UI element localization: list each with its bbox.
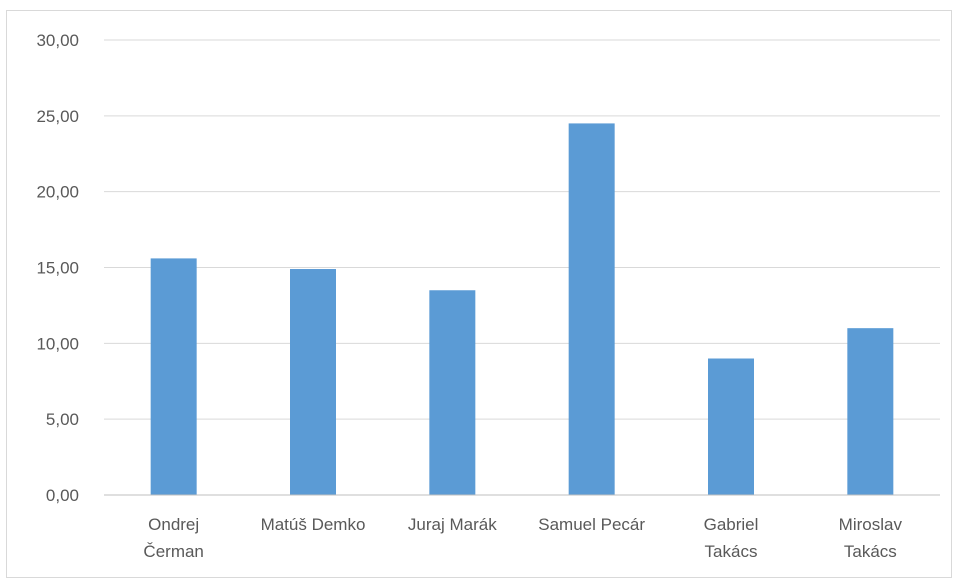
x-tick-label-line: Gabriel	[704, 515, 759, 534]
x-tick-label-line: Samuel Pecár	[538, 515, 645, 534]
x-tick-label: Ondrej Čerman	[143, 515, 203, 561]
x-tick-label-line: Matúš Demko	[261, 515, 366, 534]
x-tick-label-line: Juraj Marák	[408, 515, 497, 534]
y-tick-label: 10,00	[36, 334, 79, 353]
x-tick-label: Gabriel Takács	[704, 515, 759, 561]
bar	[847, 328, 894, 495]
x-tick-label-line: Miroslav	[839, 515, 903, 534]
y-tick-label: 30,00	[36, 31, 79, 50]
y-tick-label: 25,00	[36, 107, 79, 126]
y-tick-label: 0,00	[46, 486, 79, 505]
x-tick-label: Samuel Pecár	[538, 515, 645, 534]
bar	[150, 258, 197, 495]
bar	[290, 269, 336, 495]
y-tick-label: 5,00	[46, 410, 79, 429]
x-tick-label-line: Takács	[705, 542, 758, 561]
x-tick-label: Matúš Demko	[261, 515, 366, 534]
y-tick-label: 20,00	[36, 183, 79, 202]
x-tick-label-line: Ondrej	[148, 515, 199, 534]
x-tick-label: Miroslav Takács	[839, 515, 903, 561]
bar	[568, 123, 615, 496]
x-tick-label: Juraj Marák	[408, 515, 497, 534]
x-tick-label-line: Čerman	[143, 542, 203, 561]
bar	[429, 290, 476, 495]
bar	[708, 358, 754, 495]
y-tick-label: 15,00	[36, 259, 79, 278]
x-tick-label-line: Takács	[844, 542, 897, 561]
